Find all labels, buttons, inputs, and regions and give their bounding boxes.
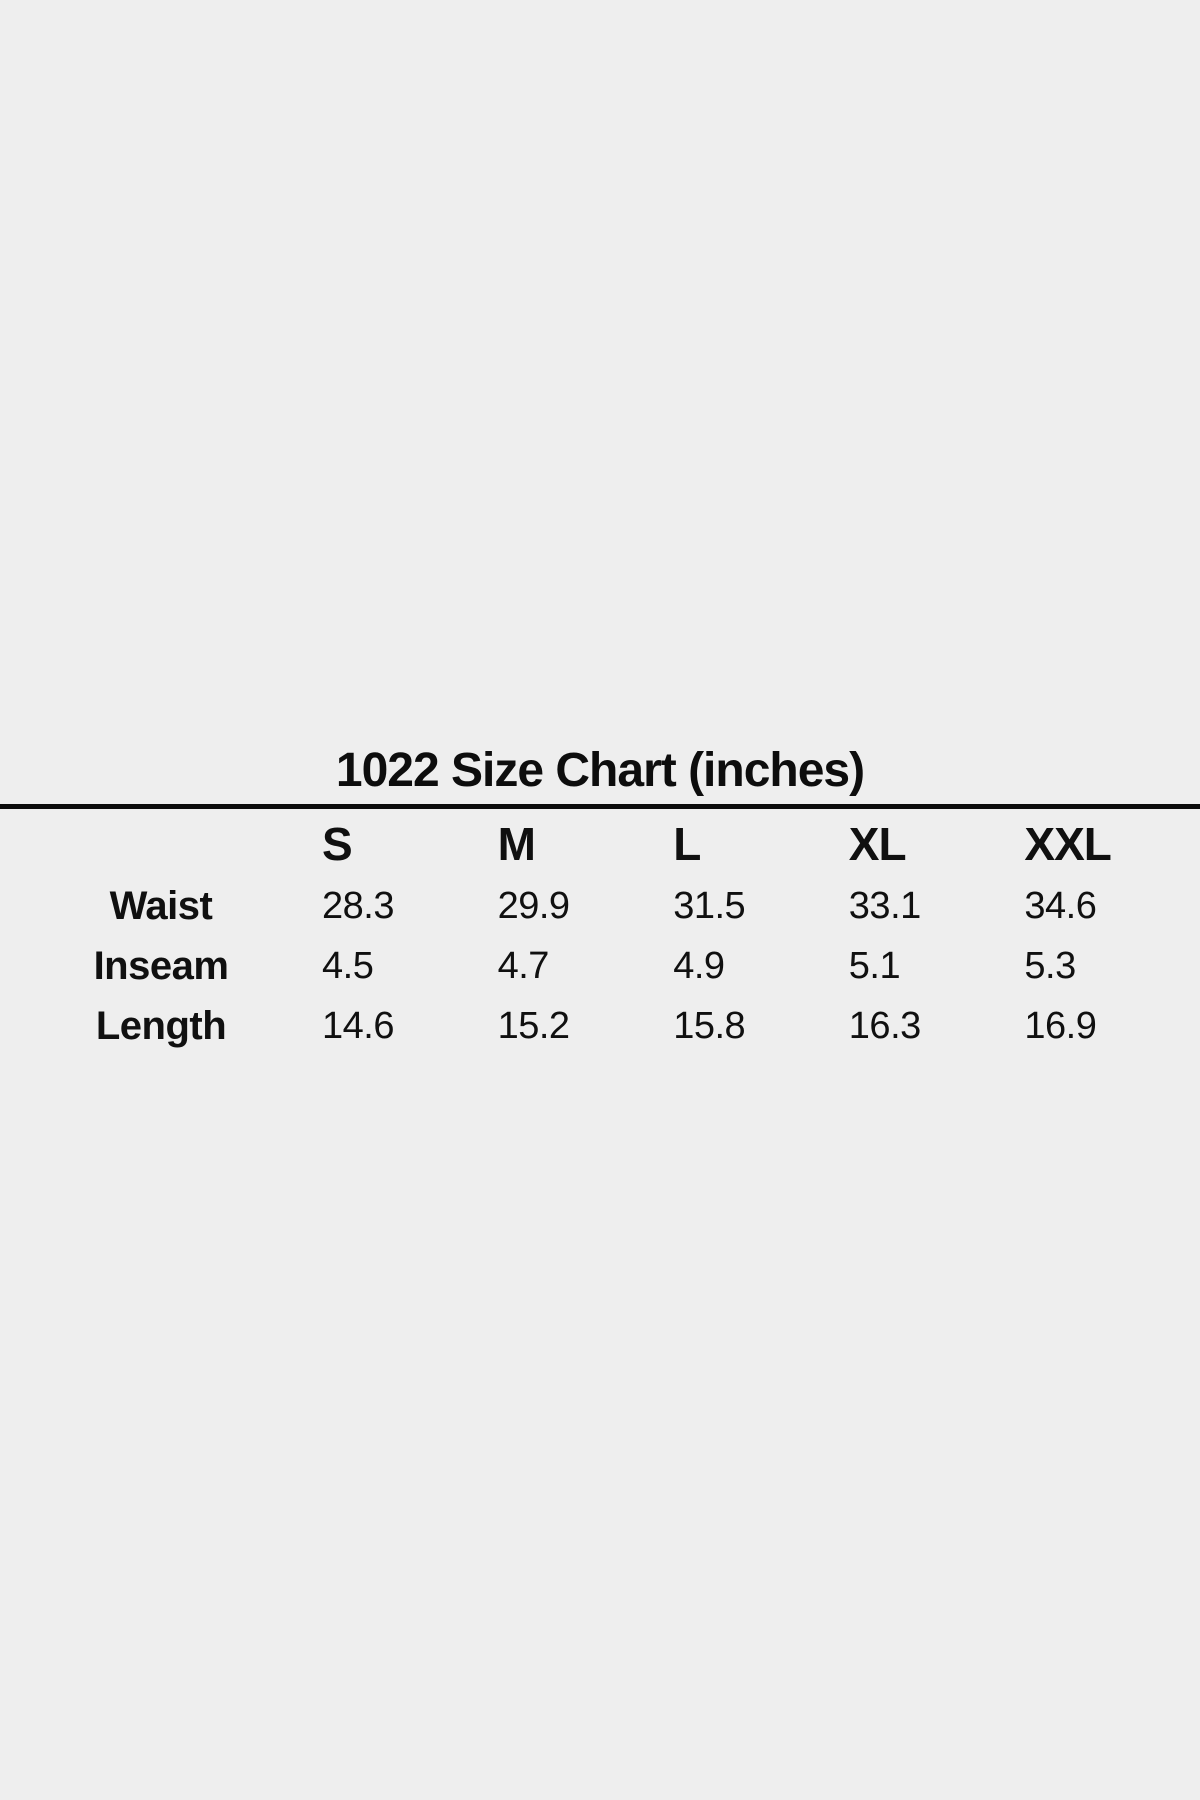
length-s-value: 14.6 <box>322 1004 394 1047</box>
waist-s-value: 28.3 <box>322 884 394 927</box>
inseam-xl-value: 5.1 <box>848 944 901 987</box>
length-m-value: 15.2 <box>497 1004 570 1047</box>
length-l-value: 15.8 <box>673 1004 746 1047</box>
column-header-xxl: XXL <box>1024 818 1111 870</box>
column-header-l: L <box>673 818 701 870</box>
size-table: S M L XL XXL Waist 28.3 29.9 31.5 33.1 3… <box>0 812 1200 1056</box>
inseam-m-value: 4.7 <box>497 944 550 987</box>
size-chart-title: 1022 Size Chart (inches) <box>335 744 865 797</box>
row-label-length: Length <box>95 1003 227 1048</box>
column-header-xl: XL <box>848 818 907 870</box>
row-label-waist: Waist <box>109 883 213 928</box>
length-xl-value: 16.3 <box>848 1004 921 1047</box>
column-header-m: M <box>497 818 536 870</box>
inseam-l-value: 4.9 <box>673 944 725 987</box>
waist-l-value: 31.5 <box>673 884 746 927</box>
column-header-s: S <box>322 818 353 870</box>
waist-xxl-value: 34.6 <box>1024 884 1097 927</box>
waist-xl-value: 33.1 <box>848 884 921 927</box>
inseam-s-value: 4.5 <box>322 944 374 987</box>
length-xxl-value: 16.9 <box>1024 1004 1097 1047</box>
waist-m-value: 29.9 <box>497 884 570 927</box>
inseam-xxl-value: 5.3 <box>1024 944 1076 987</box>
row-label-inseam: Inseam <box>93 943 229 988</box>
title-divider-rule <box>0 804 1200 809</box>
